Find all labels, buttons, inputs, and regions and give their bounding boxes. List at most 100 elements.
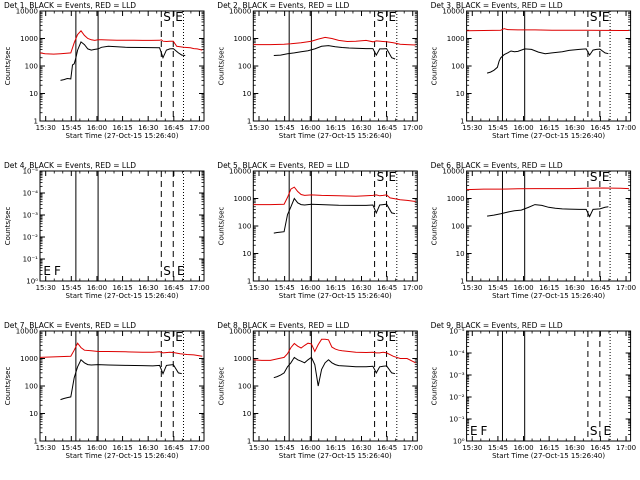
y-tick-label: 1000 [233, 355, 251, 363]
events-series-line [487, 204, 609, 218]
events-series-line [273, 45, 396, 60]
marker-label: S [163, 10, 171, 24]
y-tick-label: 10 [29, 410, 38, 418]
x-tick-label: 16:30 [565, 124, 585, 132]
y-tick-label: 10000 [229, 8, 251, 16]
y-tick-label: 10⁻² [23, 234, 39, 242]
x-axis-label: Start Time (27-Oct-15 15:26:40) [492, 452, 605, 460]
y-axis-label: Counts/sec [431, 47, 439, 86]
x-tick-label: 15:45 [275, 284, 295, 292]
x-tick-label: 16:30 [565, 284, 585, 292]
y-tick-label: 1000 [233, 195, 251, 203]
x-tick-label: 17:00 [403, 124, 423, 132]
marker-label: E [389, 170, 397, 184]
y-tick-label: 1000 [233, 35, 251, 43]
x-tick-label: 16:45 [590, 124, 610, 132]
y-tick-label: 10⁻⁵ [23, 168, 39, 176]
x-axis-label: Start Time (27-Oct-15 15:26:40) [279, 292, 392, 300]
y-axis-label: Counts/sec [431, 367, 439, 406]
plot-frame [39, 10, 205, 122]
detector-chart-5: Det 5, BLACK = Events, RED = LLD 1 10 100 10… [217, 161, 423, 300]
y-tick-label: 1 [34, 118, 38, 126]
x-tick-label: 15:45 [275, 124, 295, 132]
y-tick-label: 10 [456, 250, 465, 258]
y-tick-label: 10⁻⁴ [449, 350, 465, 358]
x-tick-label: 16:45 [590, 444, 610, 452]
marker-label: S [377, 170, 385, 184]
x-tick-label: 15:45 [61, 124, 81, 132]
y-tick-label: 10⁻¹ [23, 256, 39, 264]
detector-chart-1: Det 1, BLACK = Events, RED = LLD 1 10 100 10… [4, 1, 210, 140]
x-tick-label: 16:00 [300, 124, 320, 132]
x-tick-label: 15:45 [61, 444, 81, 452]
x-tick-label: 15:30 [249, 444, 269, 452]
y-tick-label: 10 [29, 90, 38, 98]
marker-label: S [163, 330, 171, 344]
marker-label: E [602, 170, 610, 184]
x-tick-label: 16:15 [539, 124, 559, 132]
x-tick-label: 16:45 [164, 124, 184, 132]
marker-label: F [54, 264, 61, 278]
x-tick-label: 16:00 [513, 284, 533, 292]
y-tick-label: 1 [247, 438, 251, 446]
lld-series-line [39, 30, 203, 55]
x-tick-label: 15:30 [462, 444, 482, 452]
marker-label: E [389, 330, 397, 344]
y-tick-label: 10⁰ [453, 438, 465, 446]
plot-frame [466, 10, 632, 122]
lld-series-line [253, 338, 416, 364]
detector-chart-2: Det 2, BLACK = Events, RED = LLD 1 10 100 10… [217, 1, 423, 140]
plot-frame [466, 170, 632, 282]
y-tick-label: 10000 [442, 168, 464, 176]
x-tick-label: 15:45 [488, 124, 508, 132]
events-series-line [60, 358, 182, 401]
x-axis-label: Start Time (27-Oct-15 15:26:40) [492, 132, 605, 140]
y-tick-label: 10 [456, 90, 465, 98]
x-tick-label: 16:15 [326, 444, 346, 452]
events-series-line [60, 41, 186, 81]
y-axis-label: Counts/sec [217, 367, 225, 406]
y-tick-label: 10 [242, 90, 251, 98]
x-axis-label: Start Time (27-Oct-15 15:26:40) [66, 132, 179, 140]
marker-label: E [43, 264, 51, 278]
x-axis-label: Start Time (27-Oct-15 15:26:40) [66, 292, 179, 300]
events-series-line [273, 356, 396, 387]
y-axis-label: Counts/sec [4, 207, 12, 246]
events-series-line [486, 48, 609, 74]
lld-series-line [253, 36, 416, 46]
x-tick-label: 16:45 [377, 444, 397, 452]
chart-title: Det 7, BLACK = Events, RED = LLD [4, 321, 136, 330]
detector-chart-8: Det 8, BLACK = Events, RED = LLD 1 10 100 10… [217, 321, 423, 460]
marker-label: S [590, 170, 598, 184]
marker-label: E [389, 10, 397, 24]
x-tick-label: 16:00 [513, 444, 533, 452]
x-tick-label: 16:15 [112, 444, 132, 452]
y-tick-label: 10 [242, 410, 251, 418]
detector-chart-9: Det 9, BLACK = Events, RED = LLD 10⁰ 10⁻¹ 1… [431, 321, 637, 460]
y-tick-label: 1000 [20, 35, 38, 43]
y-tick-label: 10⁻⁵ [449, 328, 465, 336]
x-tick-label: 15:45 [61, 284, 81, 292]
y-tick-label: 1000 [20, 355, 38, 363]
marker-label: S [377, 10, 385, 24]
x-tick-label: 16:30 [138, 444, 158, 452]
x-tick-label: 16:00 [300, 284, 320, 292]
x-tick-label: 17:00 [189, 284, 209, 292]
x-tick-label: 15:30 [249, 124, 269, 132]
x-tick-label: 16:30 [138, 124, 158, 132]
x-axis-label: Start Time (27-Oct-15 15:26:40) [279, 452, 392, 460]
x-tick-label: 17:00 [189, 444, 209, 452]
y-tick-label: 100 [25, 63, 38, 71]
x-tick-label: 16:45 [377, 124, 397, 132]
x-tick-label: 16:30 [565, 444, 585, 452]
y-tick-label: 10⁻¹ [449, 416, 465, 424]
y-tick-label: 1 [460, 278, 464, 286]
marker-label: E [602, 10, 610, 24]
y-axis-label: Counts/sec [217, 207, 225, 246]
plot-frame [252, 170, 418, 282]
y-tick-label: 100 [451, 63, 464, 71]
y-tick-label: 100 [238, 383, 251, 391]
y-tick-label: 10⁻⁴ [23, 190, 39, 198]
lld-series-line [466, 187, 629, 191]
